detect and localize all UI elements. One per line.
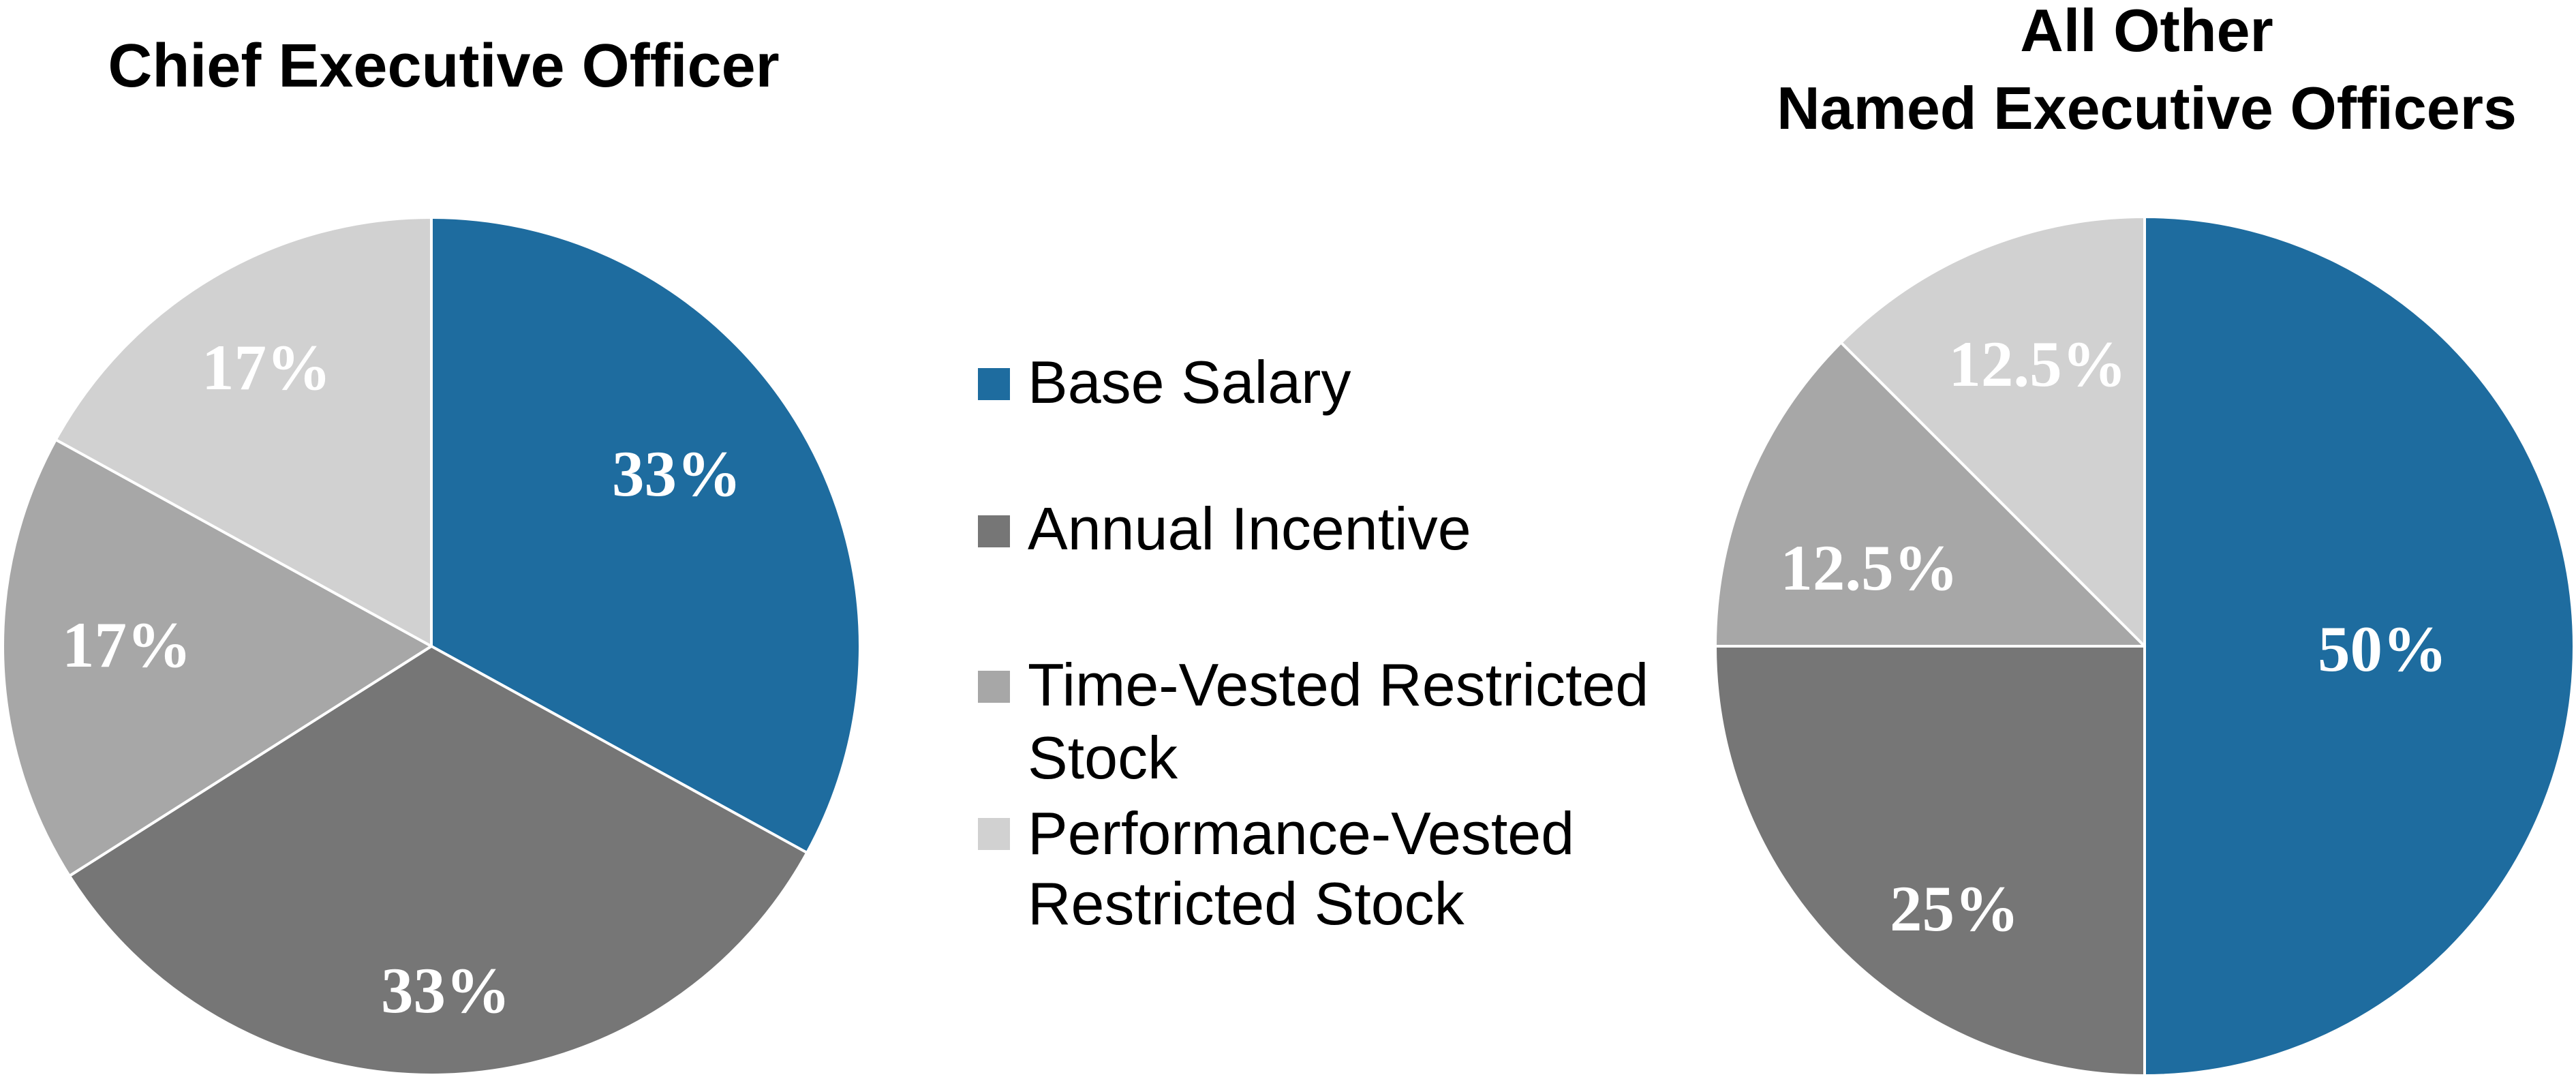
svg-text:33%: 33% — [381, 954, 510, 1027]
svg-text:33%: 33% — [612, 438, 741, 510]
svg-text:Time-Vested Restricted: Time-Vested Restricted — [1028, 651, 1649, 718]
svg-text:25%: 25% — [1890, 873, 2019, 945]
svg-text:Restricted Stock: Restricted Stock — [1028, 870, 1465, 937]
svg-text:12.5%: 12.5% — [1780, 532, 1958, 604]
svg-text:Named Executive Officers: Named Executive Officers — [1777, 74, 2517, 142]
svg-text:50%: 50% — [2318, 613, 2447, 685]
svg-text:Performance-Vested: Performance-Vested — [1028, 800, 1574, 867]
svg-text:12.5%: 12.5% — [1948, 328, 2126, 400]
svg-text:All Other: All Other — [2020, 0, 2273, 64]
svg-text:Stock: Stock — [1028, 724, 1178, 791]
svg-text:17%: 17% — [202, 331, 331, 404]
svg-text:Chief Executive Officer: Chief Executive Officer — [108, 32, 779, 100]
svg-text:Annual Incentive: Annual Incentive — [1028, 495, 1471, 562]
svg-text:Base Salary: Base Salary — [1028, 348, 1351, 416]
svg-text:17%: 17% — [62, 609, 191, 681]
